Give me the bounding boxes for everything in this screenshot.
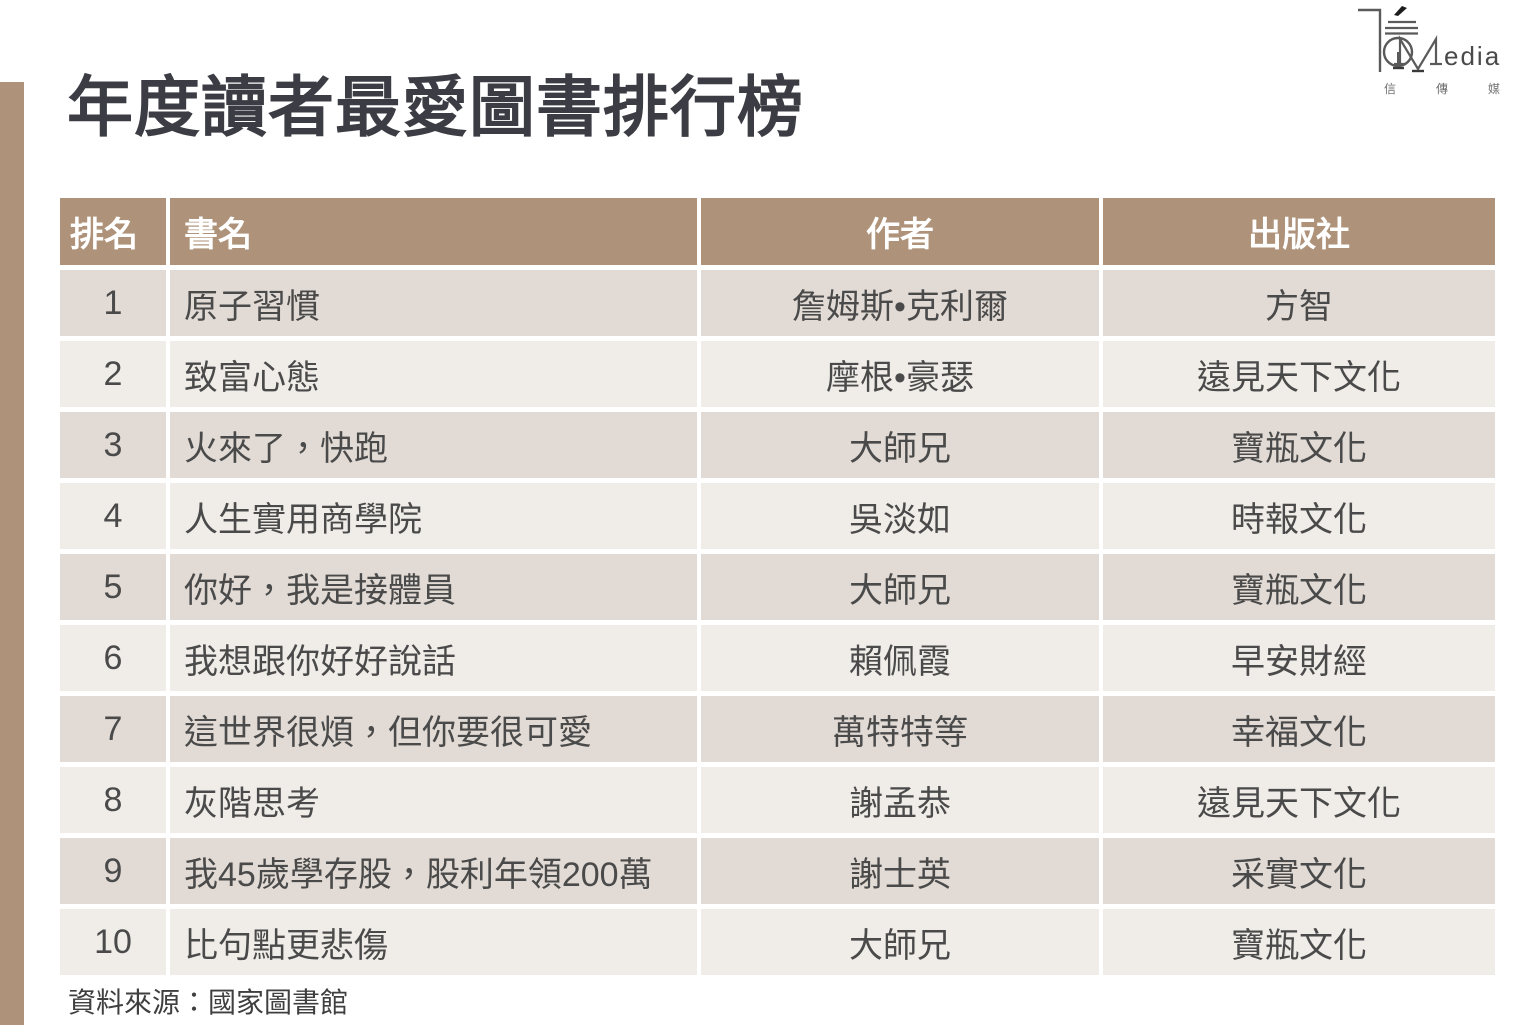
table-body: 1 原子習慣 詹姆斯•克利爾 方智 2 致富心態 摩根•豪瑟 遠見天下文化 3 … <box>60 270 1497 975</box>
publisher-cell: 采實文化 <box>1103 838 1495 904</box>
header-author: 作者 <box>701 198 1099 265</box>
publisher-cell: 方智 <box>1103 270 1495 336</box>
book-title-cell: 你好，我是接體員 <box>170 554 697 620</box>
table-row: 2 致富心態 摩根•豪瑟 遠見天下文化 <box>60 341 1497 407</box>
author-cell: 大師兄 <box>701 412 1099 478</box>
book-title-cell: 灰階思考 <box>170 767 697 833</box>
table-row: 5 你好，我是接體員 大師兄 寶瓶文化 <box>60 554 1497 620</box>
page-title: 年度讀者最愛圖書排行榜 <box>67 70 804 144</box>
author-cell: 萬特特等 <box>701 696 1099 762</box>
author-cell: 大師兄 <box>701 909 1099 975</box>
publisher-cell: 遠見天下文化 <box>1103 341 1495 407</box>
cmedia-logo-icon: edia 信傳媒 <box>1358 6 1513 96</box>
rank-cell: 2 <box>60 341 166 407</box>
table-row: 9 我45歲學存股，股利年領200萬 謝士英 采實文化 <box>60 838 1497 904</box>
rank-cell: 1 <box>60 270 166 336</box>
book-title-cell: 人生實用商學院 <box>170 483 697 549</box>
table-row: 6 我想跟你好好說話 賴佩霞 早安財經 <box>60 625 1497 691</box>
source-note: 資料來源：國家圖書館 <box>68 987 349 1018</box>
author-cell: 賴佩霞 <box>701 625 1099 691</box>
logo-cjk-text: 信傳媒 <box>1384 82 1513 96</box>
book-title-cell: 這世界很煩，但你要很可愛 <box>170 696 697 762</box>
left-accent-bar <box>0 82 24 1025</box>
publisher-cell: 寶瓶文化 <box>1103 909 1495 975</box>
rank-cell: 6 <box>60 625 166 691</box>
header-rank: 排名 <box>60 198 166 265</box>
table-row: 8 灰階思考 謝孟恭 遠見天下文化 <box>60 767 1497 833</box>
author-cell: 大師兄 <box>701 554 1099 620</box>
author-cell: 吳淡如 <box>701 483 1099 549</box>
book-title-cell: 致富心態 <box>170 341 697 407</box>
rank-cell: 4 <box>60 483 166 549</box>
table-row: 10 比句點更悲傷 大師兄 寶瓶文化 <box>60 909 1497 975</box>
table-row: 1 原子習慣 詹姆斯•克利爾 方智 <box>60 270 1497 336</box>
cmedia-logo: edia 信傳媒 <box>1348 2 1513 98</box>
book-title-cell: 比句點更悲傷 <box>170 909 697 975</box>
book-ranking-table: 排名 書名 作者 出版社 1 原子習慣 詹姆斯•克利爾 方智 2 致富心態 摩根… <box>60 198 1497 980</box>
table-header-row: 排名 書名 作者 出版社 <box>60 198 1497 265</box>
table-row: 4 人生實用商學院 吳淡如 時報文化 <box>60 483 1497 549</box>
book-title-cell: 我想跟你好好說話 <box>170 625 697 691</box>
book-title-cell: 我45歲學存股，股利年領200萬 <box>170 838 697 904</box>
book-title-cell: 原子習慣 <box>170 270 697 336</box>
rank-cell: 10 <box>60 909 166 975</box>
author-cell: 謝孟恭 <box>701 767 1099 833</box>
table-row: 7 這世界很煩，但你要很可愛 萬特特等 幸福文化 <box>60 696 1497 762</box>
author-cell: 摩根•豪瑟 <box>701 341 1099 407</box>
publisher-cell: 寶瓶文化 <box>1103 412 1495 478</box>
rank-cell: 9 <box>60 838 166 904</box>
rank-cell: 8 <box>60 767 166 833</box>
publisher-cell: 寶瓶文化 <box>1103 554 1495 620</box>
publisher-cell: 幸福文化 <box>1103 696 1495 762</box>
publisher-cell: 早安財經 <box>1103 625 1495 691</box>
author-cell: 詹姆斯•克利爾 <box>701 270 1099 336</box>
publisher-cell: 遠見天下文化 <box>1103 767 1495 833</box>
author-cell: 謝士英 <box>701 838 1099 904</box>
header-publisher: 出版社 <box>1103 198 1495 265</box>
book-title-cell: 火來了，快跑 <box>170 412 697 478</box>
header-title: 書名 <box>170 198 697 265</box>
rank-cell: 7 <box>60 696 166 762</box>
table-row: 3 火來了，快跑 大師兄 寶瓶文化 <box>60 412 1497 478</box>
rank-cell: 5 <box>60 554 166 620</box>
logo-latin-text: edia <box>1444 41 1501 71</box>
rank-cell: 3 <box>60 412 166 478</box>
publisher-cell: 時報文化 <box>1103 483 1495 549</box>
